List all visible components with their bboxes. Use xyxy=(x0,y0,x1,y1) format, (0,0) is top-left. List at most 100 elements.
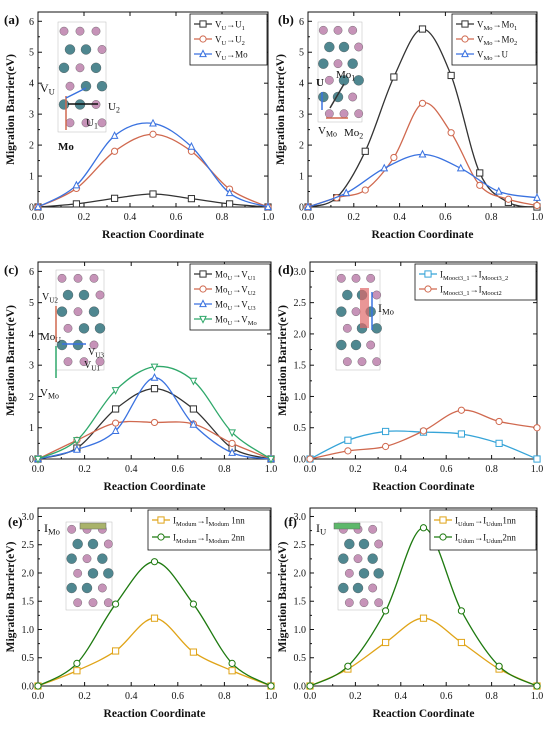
data-point xyxy=(344,662,352,670)
data-point xyxy=(361,186,369,194)
series-MoU→VU2 xyxy=(34,418,275,463)
legend-marker xyxy=(461,20,469,28)
series-VMo→Mo2 xyxy=(304,99,541,211)
atom-sphere xyxy=(87,538,99,550)
data-point xyxy=(228,439,236,447)
x-axis-label: Reaction Coordinate xyxy=(104,481,206,493)
y-axis-label: Migration Barrier(eV) xyxy=(5,54,17,165)
atom-sphere xyxy=(91,26,101,36)
panel-b: 0.0 0.2 0.4 0.6 0.8 1.0 0 1 2 3 4 5 6 Reaction Coordi… xyxy=(275,11,544,241)
panel-label: (d) xyxy=(278,262,294,277)
x-tick-label: 0.8 xyxy=(216,212,229,223)
atom-sphere xyxy=(344,568,354,578)
x-tick-label: 0.4 xyxy=(125,691,138,702)
atom-sphere xyxy=(81,118,91,128)
series-IModum→IModum 2nn xyxy=(34,558,275,690)
y-tick-label: 3.0 xyxy=(294,267,307,278)
atom-sphere xyxy=(348,25,358,35)
data-point xyxy=(447,71,455,80)
data-point xyxy=(187,195,196,203)
label-u: U xyxy=(316,77,324,89)
data-point xyxy=(73,667,81,675)
y-tick-label: 4 xyxy=(29,329,34,340)
data-point xyxy=(111,647,120,655)
atom-sphere xyxy=(351,307,361,317)
atom-sphere xyxy=(358,568,370,579)
atom-sphere xyxy=(336,339,347,351)
legend-entry: IMooct3_1→IMooct2 xyxy=(440,285,502,298)
atom-sphere xyxy=(88,598,98,608)
atom-sphere xyxy=(82,554,92,564)
label-u1: U1 xyxy=(86,117,98,131)
panel-a: 0.0 0.2 0.4 0.6 0.8 1.0 0 1 2 3 4 5 6 Reaction Coordi… xyxy=(4,11,275,241)
y-tick-label: 6 xyxy=(29,17,34,28)
atom-sphere xyxy=(90,62,102,73)
y-tick-label: 5 xyxy=(29,48,34,59)
atom-sphere xyxy=(58,62,70,73)
y-tick-label: 0.5 xyxy=(22,653,35,664)
x-tick-label: 0.6 xyxy=(440,464,453,475)
atom-sphere xyxy=(336,273,346,283)
data-point xyxy=(189,377,198,386)
atom-sphere xyxy=(336,306,347,317)
data-point xyxy=(150,363,159,372)
y-tick-label: 3 xyxy=(29,361,34,372)
data-point xyxy=(264,202,272,211)
legend-marker xyxy=(199,285,207,293)
highlight-path xyxy=(333,522,361,530)
x-tick-label: 1.0 xyxy=(531,212,544,223)
atom-sphere xyxy=(368,524,378,534)
atom-sphere xyxy=(97,45,107,54)
x-axis-label: Reaction Coordinate xyxy=(102,229,204,241)
legend-marker xyxy=(157,533,165,541)
atom-sphere xyxy=(58,99,70,110)
data-point xyxy=(149,190,157,198)
atom-sphere xyxy=(65,81,75,91)
panel-label: (c) xyxy=(4,262,18,277)
atom-sphere xyxy=(333,59,343,69)
x-tick-label: 1.0 xyxy=(265,691,278,702)
legend-marker xyxy=(199,20,207,28)
label-imo: IMo xyxy=(44,521,60,537)
atom-sphere xyxy=(339,109,349,119)
inset-crystal xyxy=(335,269,382,371)
label-vmo: VMo xyxy=(318,125,337,139)
x-tick-label: 1.0 xyxy=(262,212,275,223)
data-point xyxy=(419,524,428,532)
legend: IMooct3_1→IMooct3_2 IMooct3_1→IMooct2 xyxy=(414,263,537,301)
panel-f: 0.0 0.2 0.4 0.6 0.8 1.0 0.0 0.5 1.0 1.5 2.0 2.5 3.0 R… xyxy=(277,507,543,720)
data-point xyxy=(150,614,159,622)
data-point xyxy=(533,682,541,690)
data-point xyxy=(418,149,427,158)
atom-sphere xyxy=(78,289,90,301)
x-axis-label: Reaction Coordinate xyxy=(373,708,475,720)
legend-entry: IUdum→IUdum1nn xyxy=(455,516,516,529)
atom-sphere xyxy=(348,92,358,102)
label-mo2: Mo2 xyxy=(344,127,363,141)
data-point xyxy=(110,147,119,155)
x-tick-label: 0.2 xyxy=(78,212,91,223)
y-tick-label: 0.0 xyxy=(294,682,307,693)
x-tick-label: 0.6 xyxy=(440,691,453,702)
inset-cell-frame xyxy=(335,269,381,371)
atom-sphere xyxy=(67,524,77,534)
series-line xyxy=(309,527,538,687)
label-u2: U2 xyxy=(108,101,120,115)
data-point xyxy=(72,200,81,208)
atom-sphere xyxy=(372,290,382,300)
inset-cell-frame xyxy=(317,21,363,123)
y-tick-label: 2 xyxy=(299,141,304,152)
x-tick-label: 0.2 xyxy=(348,212,361,223)
atom-sphere xyxy=(367,553,378,564)
y-tick-label: 3 xyxy=(299,110,304,121)
legend-marker xyxy=(157,516,165,524)
data-point xyxy=(189,405,198,413)
data-point xyxy=(457,406,466,414)
data-point xyxy=(189,419,198,428)
atom-sphere xyxy=(94,323,106,334)
x-tick-label: 0.4 xyxy=(125,464,138,475)
legend-marker xyxy=(461,35,469,43)
data-point xyxy=(447,129,455,137)
x-tick-label: 0.8 xyxy=(218,464,231,475)
atom-sphere xyxy=(78,323,90,334)
